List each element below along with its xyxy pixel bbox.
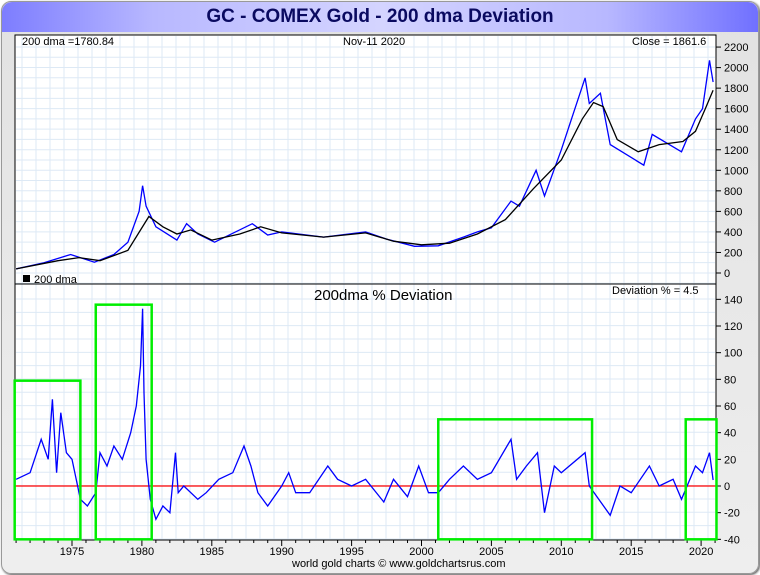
date-label: Nov-11 2020 <box>343 36 405 48</box>
y-tick-label: 600 <box>724 206 742 218</box>
y-tick-label: 40 <box>724 428 736 440</box>
highlight-box <box>684 418 718 541</box>
y-tick-label: 1600 <box>724 104 748 116</box>
y-tick-label: 120 <box>724 321 742 333</box>
x-tick-label: 2005 <box>479 546 503 558</box>
y-tick-label: 100 <box>724 348 742 360</box>
y-tick-label: 60 <box>724 401 736 413</box>
x-tick-label: 2010 <box>549 546 573 558</box>
y-tick-label: 2000 <box>724 63 748 75</box>
deviation-value-label: Deviation % = 4.5 <box>612 285 699 297</box>
legend-swatch <box>23 275 30 282</box>
y-tick-label: 800 <box>724 186 742 198</box>
x-tick-label: 1975 <box>60 546 84 558</box>
y-tick-label: 0 <box>724 268 730 280</box>
chart-title: GC - COMEX Gold - 200 dma Deviation <box>2 2 758 32</box>
y-tick-label: 2200 <box>724 42 748 54</box>
x-tick-label: 1990 <box>269 546 293 558</box>
x-tick-label: 1995 <box>339 546 363 558</box>
y-tick-label: 1200 <box>724 145 748 157</box>
highlight-box <box>437 418 594 541</box>
y-tick-label: 1400 <box>724 124 748 136</box>
y-tick-label: 80 <box>724 374 736 386</box>
x-tick-label: 2000 <box>409 546 433 558</box>
x-tick-label: 2015 <box>619 546 643 558</box>
y-tick-label: 140 <box>724 294 742 306</box>
deviation-title: 200dma % Deviation <box>314 287 452 304</box>
x-tick-label: 2020 <box>689 546 713 558</box>
y-tick-label: 1800 <box>724 83 748 95</box>
y-tick-label: 0 <box>724 481 730 493</box>
y-tick-label: 400 <box>724 227 742 239</box>
y-tick-label: 200 <box>724 247 742 259</box>
dma-label: 200 dma =1780.84 <box>22 36 114 48</box>
highlight-box <box>13 379 82 541</box>
y-tick-label: 1000 <box>724 165 748 177</box>
price-line <box>15 60 714 270</box>
x-tick-label: 1980 <box>130 546 154 558</box>
highlight-box <box>94 303 153 541</box>
y-tick-label: -20 <box>724 508 740 520</box>
deviation-line <box>15 308 714 522</box>
dma-line <box>15 89 714 270</box>
close-label: Close = 1861.6 <box>632 36 706 48</box>
y-tick-label: 20 <box>724 454 736 466</box>
footer: world gold charts © www.goldchartsrus.co… <box>291 558 506 570</box>
legend-label: 200 dma <box>34 274 78 286</box>
y-tick-label: -40 <box>724 534 740 546</box>
x-tick-label: 1985 <box>200 546 224 558</box>
